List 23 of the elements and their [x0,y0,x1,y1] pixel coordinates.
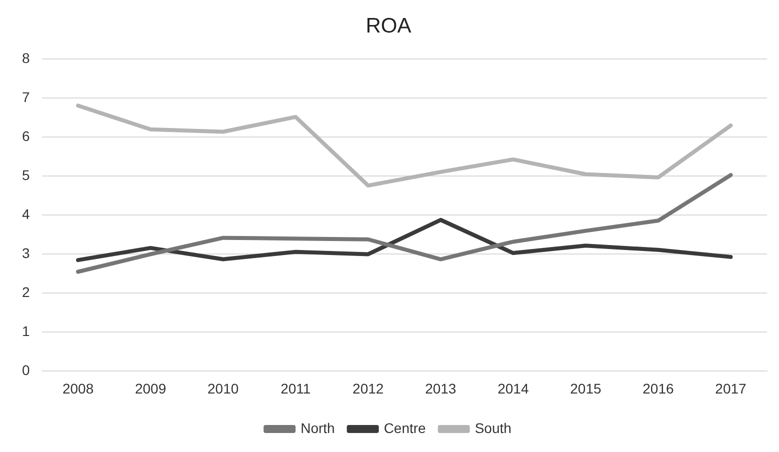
y-tick-label: 1 [22,323,30,340]
x-tick-label: 2016 [642,380,674,396]
x-tick-label: 2010 [208,380,239,396]
chart-title: ROA [366,14,412,38]
y-tick-label: 6 [22,128,30,144]
x-tick-label: 2009 [134,380,166,396]
legend-label: Centre [384,420,426,436]
x-tick-label: 2017 [715,380,747,396]
x-tick-label: 2014 [498,380,529,396]
legend-label: North [300,420,335,436]
y-tick-label: 8 [22,50,30,66]
x-tick-label: 2012 [352,380,384,396]
y-tick-label: 7 [22,89,30,106]
y-tick-label: 0 [22,362,30,378]
x-tick-label: 2015 [570,380,602,396]
y-tick-label: 3 [22,245,30,262]
y-tick-label: 5 [22,167,30,184]
legend-label: South [474,420,512,436]
x-tick-label: 2011 [280,380,311,396]
y-tick-label: 4 [22,206,30,222]
x-tick-label: 2008 [62,380,94,396]
x-tick-label: 2013 [425,380,456,396]
y-tick-label: 2 [22,284,30,300]
